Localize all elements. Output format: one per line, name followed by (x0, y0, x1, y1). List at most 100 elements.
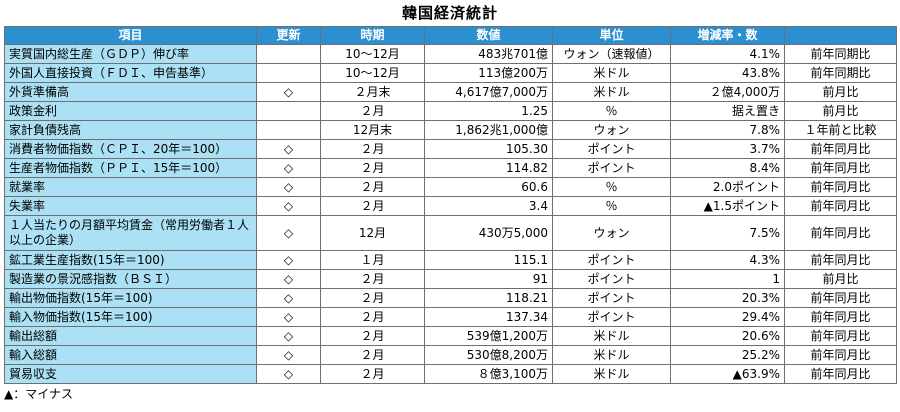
cell-update: ◇ (256, 196, 321, 216)
cell-item: 外国人直接投資（ＦＤＩ、申告基準） (4, 63, 257, 83)
table-row: 就業率 ◇ ２月 60.6 ％ 2.0ポイント 前年同月比 (4, 177, 897, 197)
cell-compare: 前年同期比 (784, 44, 897, 64)
cell-change: 据え置き (670, 101, 785, 121)
cell-unit: ％ (552, 196, 671, 216)
cell-value: 430万5,000 (424, 215, 553, 251)
cell-period: 12月 (320, 215, 425, 251)
cell-update: ◇ (256, 288, 321, 308)
cell-item: 生産者物価指数（ＰＰＩ、15年＝100） (4, 158, 257, 178)
table-row: 消費者物価指数（ＣＰＩ、20年＝100） ◇ ２月 105.30 ポイント 3.7% 前年同… (4, 139, 897, 159)
cell-compare: 前月比 (784, 82, 897, 102)
cell-period: ２月末 (320, 82, 425, 102)
table-row: 鉱工業生産指数(15年＝100) ◇ １月 115.1 ポイント 4.3% 前年同月比 (4, 250, 897, 270)
cell-value: 483兆701億 (424, 44, 553, 64)
table-row: 輸出総額 ◇ ２月 539億1,200万 米ドル 20.6% 前年同月比 (4, 326, 897, 346)
cell-period: 12月末 (320, 120, 425, 140)
cell-value: 4,617億7,000万 (424, 82, 553, 102)
cell-period: ２月 (320, 269, 425, 289)
cell-period: ２月 (320, 101, 425, 121)
cell-compare: 前年同月比 (784, 139, 897, 159)
cell-unit: 米ドル (552, 345, 671, 365)
cell-period: ２月 (320, 288, 425, 308)
cell-compare: １年前と比較 (784, 120, 897, 140)
cell-item: １人当たりの月額平均賃金（常用労働者１人以上の企業） (4, 215, 257, 251)
cell-period: 10〜12月 (320, 63, 425, 83)
cell-value: 3.4 (424, 196, 553, 216)
cell-compare: 前年同月比 (784, 215, 897, 251)
cell-item: 家計負債残高 (4, 120, 257, 140)
header-item: 項目 (4, 26, 257, 45)
cell-change: 7.5% (670, 215, 785, 251)
cell-update: ◇ (256, 250, 321, 270)
cell-period: 10〜12月 (320, 44, 425, 64)
table-row: 製造業の景況感指数（ＢＳＩ） ◇ ２月 91 ポイント 1 前月比 (4, 269, 897, 289)
header-change: 増減率・数 (670, 26, 785, 45)
header-value: 数値 (424, 26, 553, 45)
cell-item: 貿易収支 (4, 364, 257, 384)
table-row: １人当たりの月額平均賃金（常用労働者１人以上の企業） ◇ 12月 430万5,000 ウ… (4, 215, 897, 251)
cell-change: 20.3% (670, 288, 785, 308)
cell-unit: ポイント (552, 139, 671, 159)
cell-update: ◇ (256, 158, 321, 178)
cell-value: 113億200万 (424, 63, 553, 83)
cell-period: ２月 (320, 345, 425, 365)
cell-value: 118.21 (424, 288, 553, 308)
cell-compare: 前年同月比 (784, 307, 897, 327)
cell-update: ◇ (256, 215, 321, 251)
cell-compare: 前年同月比 (784, 158, 897, 178)
cell-item: 外貨準備高 (4, 82, 257, 102)
cell-change: 2.0ポイント (670, 177, 785, 197)
cell-value: 539億1,200万 (424, 326, 553, 346)
cell-change: 43.8% (670, 63, 785, 83)
cell-unit: ポイント (552, 250, 671, 270)
cell-value: 114.82 (424, 158, 553, 178)
cell-compare: 前年同月比 (784, 364, 897, 384)
cell-period: ２月 (320, 326, 425, 346)
cell-value: 115.1 (424, 250, 553, 270)
cell-compare: 前年同期比 (784, 63, 897, 83)
cell-item: 実質国内総生産（ＧＤＰ）伸び率 (4, 44, 257, 64)
table-row: 政策金利 ２月 1.25 ％据え置き 前月比 (4, 101, 897, 121)
cell-change: 8.4% (670, 158, 785, 178)
header-period: 時期 (320, 26, 425, 45)
cell-item: 失業率 (4, 196, 257, 216)
cell-update: ◇ (256, 269, 321, 289)
cell-compare: 前月比 (784, 269, 897, 289)
cell-update: ◇ (256, 177, 321, 197)
table-row: 輸入総額 ◇ ２月 530億8,200万 米ドル 25.2% 前年同月比 (4, 345, 897, 365)
cell-item: 政策金利 (4, 101, 257, 121)
economic-statistics-table: 項目 更新 時期 数値 単位 増減率・数 実質国内総生産（ＧＤＰ）伸び率 10〜1… (4, 26, 897, 384)
table-row: 失業率 ◇ ２月 3.4 ％ ▲1.5ポイント 前年同月比 (4, 196, 897, 216)
cell-update (256, 101, 321, 121)
cell-unit: ポイント (552, 307, 671, 327)
cell-change: 4.1% (670, 44, 785, 64)
cell-unit: 米ドル (552, 364, 671, 384)
cell-update: ◇ (256, 326, 321, 346)
table-row: 輸入物価指数(15年＝100) ◇ ２月 137.34 ポイント 29.4% 前年同月比 (4, 307, 897, 327)
cell-value: 137.34 (424, 307, 553, 327)
cell-period: １月 (320, 250, 425, 270)
cell-unit: 米ドル (552, 63, 671, 83)
cell-change: 25.2% (670, 345, 785, 365)
cell-update: ◇ (256, 139, 321, 159)
cell-period: ２月 (320, 307, 425, 327)
cell-unit: 米ドル (552, 326, 671, 346)
cell-change: 3.7% (670, 139, 785, 159)
cell-update: ◇ (256, 364, 321, 384)
cell-value: 530億8,200万 (424, 345, 553, 365)
cell-unit: ウォン (552, 215, 671, 251)
cell-unit: ％ (552, 177, 671, 197)
cell-update: ◇ (256, 307, 321, 327)
cell-value: 1,862兆1,000億 (424, 120, 553, 140)
cell-compare: 前年同月比 (784, 196, 897, 216)
cell-change: 29.4% (670, 307, 785, 327)
cell-value: 91 (424, 269, 553, 289)
cell-item: 輸出総額 (4, 326, 257, 346)
table-row: 生産者物価指数（ＰＰＩ、15年＝100） ◇ ２月 114.82 ポイント 8.4% 前年同… (4, 158, 897, 178)
cell-period: ２月 (320, 196, 425, 216)
header-row: 項目 更新 時期 数値 単位 増減率・数 (4, 26, 897, 45)
cell-update (256, 44, 321, 64)
table-title: 韓国経済統計 (401, 4, 498, 22)
cell-update (256, 120, 321, 140)
cell-compare: 前年同月比 (784, 250, 897, 270)
